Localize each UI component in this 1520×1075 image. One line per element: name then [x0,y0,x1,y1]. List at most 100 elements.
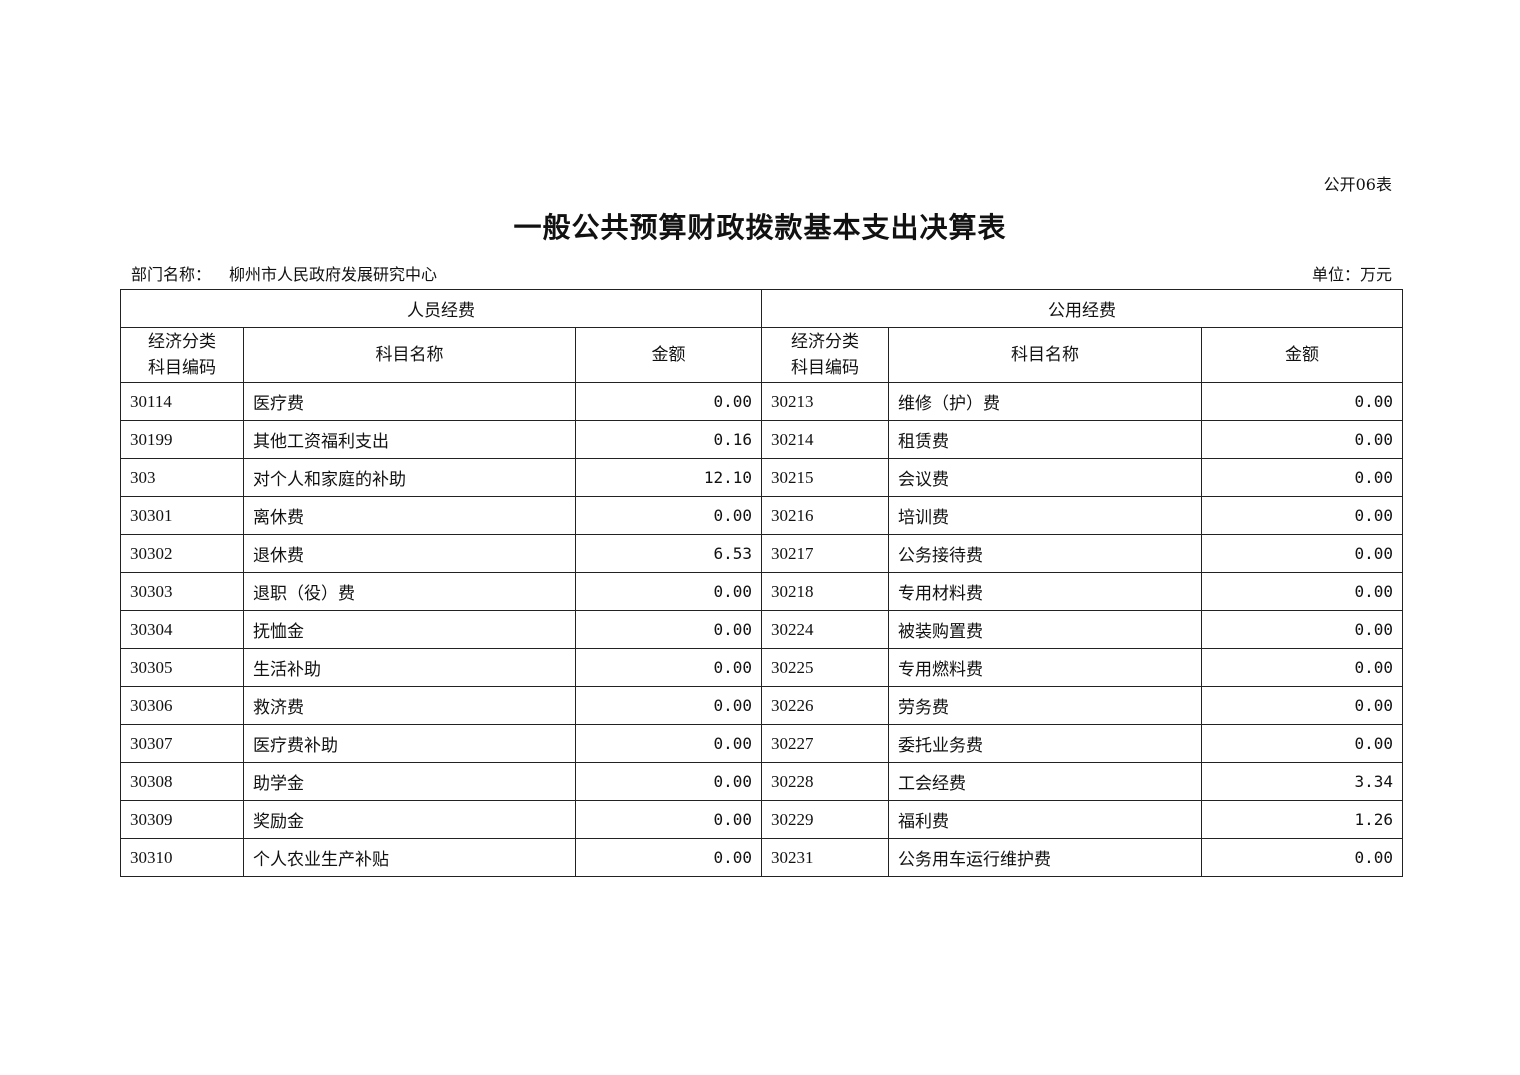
col-code-line1: 经济分类 [791,332,859,352]
public-name-cell: 培训费 [888,496,1202,535]
public-name-cell: 工会经费 [888,762,1202,801]
col-amount-header-2: 金额 [1201,327,1403,383]
personnel-code-cell: 30199 [120,420,244,459]
personnel-code-cell: 30310 [120,838,244,877]
public-code-cell: 30213 [761,382,889,421]
public-amount-cell: 3.34 [1201,762,1403,801]
personnel-amount-cell: 0.00 [575,382,762,421]
personnel-code-cell: 30114 [120,382,244,421]
personnel-name-cell: 医疗费 [243,382,576,421]
personnel-code-cell: 30307 [120,724,244,763]
public-name-cell: 会议费 [888,458,1202,497]
department-name: 柳州市人民政府发展研究中心 [229,265,438,284]
personnel-name-cell: 退职（役）费 [243,572,576,611]
table-row: 30305 生活补助 0.00 30225 专用燃料费 0.00 [120,648,1403,687]
public-name-cell: 被装购置费 [888,610,1202,649]
column-header-row: 经济分类科目编码 科目名称 金额 经济分类科目编码 科目名称 金额 [120,327,1403,383]
col-code-line2: 科目编码 [791,358,859,378]
personnel-name-cell: 医疗费补助 [243,724,576,763]
unit-label: 单位：万元 [1311,265,1392,284]
personnel-code-cell: 30308 [120,762,244,801]
personnel-amount-cell: 0.00 [575,648,762,687]
public-amount-cell: 0.00 [1201,572,1403,611]
personnel-name-cell: 奖励金 [243,800,576,839]
col-code-header: 经济分类 科目编码 [120,327,244,383]
personnel-name-cell: 退休费 [243,534,576,573]
col-name-header-2: 科目名称 [888,327,1202,383]
public-code-cell: 30215 [761,458,889,497]
personnel-amount-cell: 0.00 [575,724,762,763]
public-name-cell: 公务用车运行维护费 [888,838,1202,877]
public-name-cell: 租赁费 [888,420,1202,459]
public-code-cell: 30214 [761,420,889,459]
personnel-amount-cell: 0.00 [575,762,762,801]
public-name-cell: 维修（护）费 [888,382,1202,421]
public-amount-cell: 0.00 [1201,458,1403,497]
expenditure-table: 人员经费 公用经费 经济分类科目编码 科目名称 金额 经济分类科目编码 科目名称… [120,289,1403,877]
public-amount-cell: 0.00 [1201,420,1403,459]
table-row: 30304 抚恤金 0.00 30224 被装购置费 0.00 [120,610,1403,649]
personnel-amount-cell: 6.53 [575,534,762,573]
personnel-code-cell: 303 [120,458,244,497]
col-code-line2: 科目编码 [148,358,216,378]
personnel-code-cell: 30309 [120,800,244,839]
table-row: 30306 救济费 0.00 30226 劳务费 0.00 [120,686,1403,725]
col-code-line1: 经济分类 [148,332,216,352]
table-row: 303 对个人和家庭的补助 12.10 30215 会议费 0.00 [120,458,1403,497]
page-title: 一般公共预算财政拨款基本支出决算表 [513,211,1007,244]
personnel-amount-cell: 12.10 [575,458,762,497]
table-row: 30199 其他工资福利支出 0.16 30214 租赁费 0.00 [120,420,1403,459]
col-name-header: 科目名称 [243,327,576,383]
public-code-cell: 30226 [761,686,889,725]
public-amount-cell: 0.00 [1201,686,1403,725]
personnel-name-cell: 对个人和家庭的补助 [243,458,576,497]
public-amount-cell: 0.00 [1201,496,1403,535]
public-name-cell: 专用燃料费 [888,648,1202,687]
public-amount-cell: 0.00 [1201,382,1403,421]
public-code-cell: 30225 [761,648,889,687]
personnel-name-cell: 抚恤金 [243,610,576,649]
department-info: 部门名称： 柳州市人民政府发展研究中心 [131,261,437,285]
personnel-code-cell: 30301 [120,496,244,535]
table-row: 30302 退休费 6.53 30217 公务接待费 0.00 [120,534,1403,573]
group-public: 公用经费 [761,289,1403,328]
public-code-cell: 30216 [761,496,889,535]
form-number: 公开06表 [1323,175,1392,194]
personnel-amount-cell: 0.00 [575,686,762,725]
personnel-amount-cell: 0.00 [575,800,762,839]
group-header-row: 人员经费 公用经费 [120,289,1403,328]
personnel-name-cell: 生活补助 [243,648,576,687]
public-code-cell: 30227 [761,724,889,763]
personnel-amount-cell: 0.00 [575,572,762,611]
public-code-cell: 30224 [761,610,889,649]
table-row: 30309 奖励金 0.00 30229 福利费 1.26 [120,800,1403,839]
public-code-cell: 30218 [761,572,889,611]
col-amount-header: 金额 [575,327,762,383]
personnel-name-cell: 救济费 [243,686,576,725]
public-amount-cell: 0.00 [1201,534,1403,573]
public-amount-cell: 0.00 [1201,648,1403,687]
public-amount-cell: 1.26 [1201,800,1403,839]
personnel-amount-cell: 0.00 [575,496,762,535]
public-name-cell: 福利费 [888,800,1202,839]
public-name-cell: 劳务费 [888,686,1202,725]
personnel-name-cell: 个人农业生产补贴 [243,838,576,877]
personnel-code-cell: 30306 [120,686,244,725]
personnel-amount-cell: 0.00 [575,838,762,877]
table-row: 30307 医疗费补助 0.00 30227 委托业务费 0.00 [120,724,1403,763]
personnel-name-cell: 其他工资福利支出 [243,420,576,459]
table-row: 30301 离休费 0.00 30216 培训费 0.00 [120,496,1403,535]
public-name-cell: 委托业务费 [888,724,1202,763]
col-code-header-2: 经济分类 科目编码 [761,327,889,383]
public-name-cell: 公务接待费 [888,534,1202,573]
public-amount-cell: 0.00 [1201,610,1403,649]
table-row: 30114 医疗费 0.00 30213 维修（护）费 0.00 [120,382,1403,421]
personnel-code-cell: 30302 [120,534,244,573]
table-row: 30310 个人农业生产补贴 0.00 30231 公务用车运行维护费 0.00 [120,838,1403,877]
public-code-cell: 30231 [761,838,889,877]
personnel-code-cell: 30304 [120,610,244,649]
group-personnel: 人员经费 [120,289,762,328]
public-amount-cell: 0.00 [1201,838,1403,877]
public-code-cell: 30229 [761,800,889,839]
personnel-name-cell: 助学金 [243,762,576,801]
